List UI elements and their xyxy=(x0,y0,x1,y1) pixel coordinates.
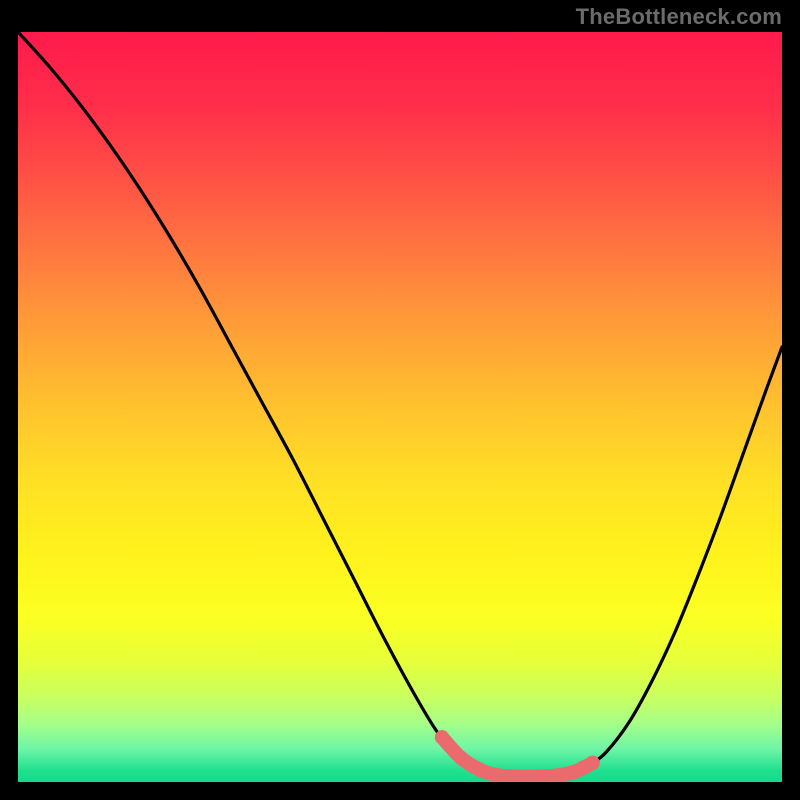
watermark-text: TheBottleneck.com xyxy=(576,4,782,30)
chart-root: TheBottleneck.com xyxy=(0,0,800,800)
plot-area xyxy=(18,32,782,782)
trough-marker xyxy=(585,756,599,770)
trough-marker xyxy=(454,751,468,765)
chart-svg xyxy=(18,32,782,782)
trough-marker xyxy=(473,763,487,777)
trough-marker xyxy=(488,768,502,782)
trough-marker xyxy=(435,730,449,744)
